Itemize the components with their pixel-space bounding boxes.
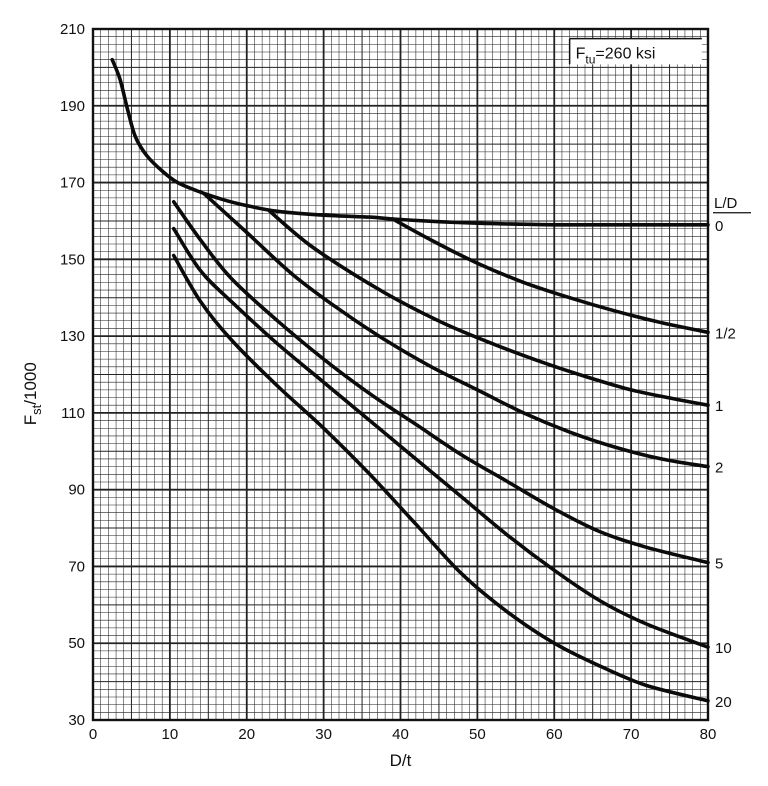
y-tick-label: 70 bbox=[68, 558, 85, 575]
tick-labels: 0 10 20 30 40 50 60 70 8030507090110130150170190… bbox=[60, 21, 741, 743]
y-tick-label: 190 bbox=[60, 98, 85, 115]
x-tick-label: 30 bbox=[315, 726, 332, 743]
series-line bbox=[171, 253, 710, 703]
y-tick-label: 210 bbox=[60, 21, 85, 38]
legend-title-group: L/D bbox=[711, 190, 756, 214]
series-label-bg bbox=[711, 689, 741, 711]
x-axis-title: D/t bbox=[390, 751, 412, 770]
y-axis-title: Fst/1000 bbox=[21, 362, 44, 425]
y-tick-label: 30 bbox=[68, 712, 85, 729]
series-line bbox=[171, 200, 710, 565]
annotation-rest: =260 ksi bbox=[595, 46, 655, 63]
y-axis-title-main: F bbox=[21, 415, 40, 425]
series-label-bg bbox=[711, 551, 741, 573]
x-tick-label: 70 bbox=[623, 726, 640, 743]
y-tick-label: 90 bbox=[68, 482, 85, 499]
y-tick-label: 50 bbox=[68, 635, 85, 652]
y-axis-title-sub: st bbox=[29, 404, 44, 415]
series-label: 1/2 bbox=[715, 325, 736, 342]
annotation-text: Ftu=260 ksi bbox=[576, 46, 656, 67]
x-tick-label: 40 bbox=[392, 726, 409, 743]
series-label-bg bbox=[711, 455, 741, 477]
annotation-box: Ftu=260 ksi bbox=[568, 37, 702, 67]
y-tick-label: 130 bbox=[60, 328, 85, 345]
annotation-sub: tu bbox=[585, 53, 595, 67]
series-label: 20 bbox=[715, 694, 732, 711]
y-tick-label: 170 bbox=[60, 175, 85, 192]
series-label: 2 bbox=[715, 460, 723, 477]
grid bbox=[91, 27, 710, 722]
legend-title: L/D bbox=[714, 195, 738, 212]
x-tick-label: 10 bbox=[162, 726, 179, 743]
y-tick-label: 110 bbox=[61, 405, 85, 422]
series-label-bg bbox=[711, 213, 741, 235]
series-label-bg bbox=[711, 321, 741, 343]
series-line bbox=[202, 192, 710, 469]
series-line bbox=[391, 217, 710, 335]
x-tick-label: 0 bbox=[89, 726, 97, 743]
series-label: 1 bbox=[715, 398, 723, 415]
x-tick-label: 80 bbox=[700, 726, 717, 743]
series-line bbox=[110, 57, 710, 227]
series-line bbox=[268, 209, 710, 407]
series-label-bg bbox=[711, 394, 741, 416]
plot-frame bbox=[91, 27, 710, 722]
annotation-main: F bbox=[576, 46, 586, 63]
x-tick-label: 60 bbox=[546, 726, 563, 743]
series-label: 0 bbox=[715, 218, 723, 235]
x-tick-label: 50 bbox=[469, 726, 486, 743]
y-axis-title-suffix: /1000 bbox=[21, 362, 40, 405]
series-label: 5 bbox=[715, 556, 723, 573]
x-tick-label: 20 bbox=[238, 726, 255, 743]
series-label-bg bbox=[711, 636, 741, 658]
series-label: 10 bbox=[715, 640, 732, 657]
y-tick-label: 150 bbox=[60, 251, 85, 268]
curves bbox=[110, 57, 710, 703]
series-line bbox=[171, 226, 710, 649]
